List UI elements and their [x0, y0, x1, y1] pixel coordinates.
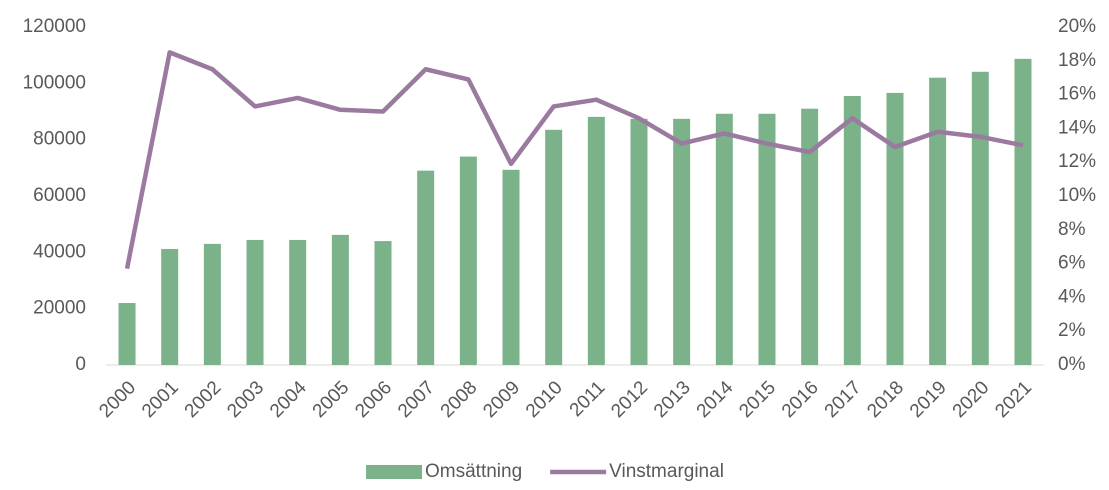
- y2-tick-label: 6%: [1058, 253, 1086, 274]
- y2-tick-label: 2%: [1058, 320, 1086, 341]
- legend-label: Vinstmarginal: [609, 461, 724, 482]
- bar: [929, 77, 947, 365]
- y2-tick-label: 4%: [1058, 286, 1086, 307]
- bar: [545, 129, 563, 365]
- x-tick-label: 2016: [778, 377, 823, 422]
- bar: [459, 156, 477, 365]
- bar: [587, 116, 605, 365]
- bar: [758, 113, 776, 366]
- bar: [1014, 58, 1032, 365]
- x-tick-label: 2002: [181, 377, 226, 422]
- x-tick-label: 2005: [309, 377, 354, 422]
- x-tick-label: 2018: [863, 377, 908, 422]
- y2-tick-label: 8%: [1058, 219, 1086, 240]
- x-tick-label: 2019: [906, 377, 951, 422]
- x-tick-label: 2000: [95, 377, 140, 422]
- x-tick-label: 2020: [949, 377, 994, 422]
- y-tick-label: 80000: [33, 129, 86, 150]
- y2-tick-label: 0%: [1058, 354, 1086, 375]
- bar: [374, 241, 392, 365]
- x-tick-label: 2004: [266, 377, 311, 422]
- bar: [630, 118, 648, 365]
- bar: [203, 243, 221, 365]
- bar: [843, 96, 861, 365]
- bar: [673, 118, 691, 365]
- bar: [417, 170, 435, 365]
- bar: [715, 113, 733, 366]
- y2-tick-label: 20%: [1058, 16, 1096, 37]
- x-tick-label: 2014: [693, 377, 738, 422]
- y2-tick-label: 16%: [1058, 84, 1096, 105]
- x-tick-label: 2021: [991, 377, 1036, 422]
- x-tick-label: 2001: [138, 377, 183, 422]
- x-tick-label: 2010: [522, 377, 567, 422]
- y2-tick-label: 18%: [1058, 50, 1096, 71]
- y-tick-label: 60000: [33, 185, 86, 206]
- x-tick-label: 2013: [650, 377, 695, 422]
- x-tick-label: 2017: [821, 377, 866, 422]
- bar: [331, 234, 349, 365]
- x-tick-label: 2008: [437, 377, 482, 422]
- y-tick-label: 40000: [33, 241, 86, 262]
- x-tick-label: 2015: [735, 377, 780, 422]
- y-tick-label: 20000: [33, 298, 86, 319]
- x-tick-label: 2012: [607, 377, 652, 422]
- x-tick-label: 2009: [479, 377, 524, 422]
- bar: [971, 71, 989, 365]
- y2-tick-label: 12%: [1058, 151, 1096, 172]
- y-tick-label: 0: [75, 354, 86, 375]
- bar: [801, 108, 819, 365]
- y-tick-label: 120000: [23, 16, 86, 37]
- x-tick-label: 2006: [351, 377, 396, 422]
- line: [124, 50, 1024, 270]
- bar: [246, 239, 264, 365]
- y2-tick-label: 10%: [1058, 185, 1096, 206]
- x-tick-label: 2003: [223, 377, 268, 422]
- legend-swatch: [366, 465, 422, 479]
- bar: [161, 248, 179, 365]
- bar: [502, 169, 520, 365]
- bar: [886, 92, 904, 365]
- legend-label: Omsättning: [425, 461, 522, 482]
- bar: [289, 239, 307, 365]
- bar: [118, 303, 136, 365]
- x-tick-label: 2007: [394, 377, 439, 422]
- y2-tick-label: 14%: [1058, 117, 1096, 138]
- x-tick-label: 2011: [566, 377, 610, 421]
- y-tick-label: 100000: [23, 72, 86, 93]
